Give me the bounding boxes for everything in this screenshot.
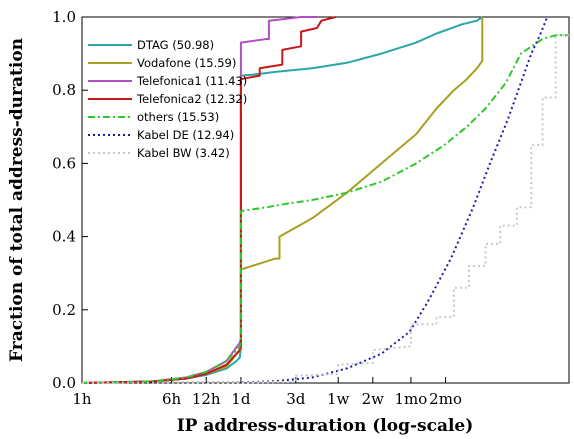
series-line-telefonica2	[81, 16, 336, 384]
y-tick-label: 1.0	[52, 8, 76, 26]
series-line-others	[81, 34, 569, 384]
legend: DTAG (50.98) Vodafone (15.59) Telefonica1 …	[88, 38, 247, 160]
x-tick-label: 1w	[327, 390, 350, 408]
x-tick-label: 1mo	[395, 390, 428, 408]
legend-label: others (15.53)	[137, 110, 219, 124]
x-axis-title: IP address-duration (log-scale)	[177, 416, 474, 436]
legend-label: Kabel BW (3.42)	[137, 146, 230, 160]
x-tick-label: 6h	[162, 390, 182, 408]
x-tick-label: 12h	[192, 390, 221, 408]
y-tick-label: 0.2	[52, 301, 76, 319]
legend-label: Telefonica1 (11.43)	[136, 74, 247, 88]
y-tick-label: 0.0	[52, 374, 76, 392]
y-tick-label: 0.8	[52, 81, 76, 99]
y-axis-title: Fraction of total address-duration	[7, 38, 27, 362]
series-layer	[81, 16, 569, 384]
y-tick-label: 0.4	[52, 228, 76, 246]
legend-label: Kabel DE (12.94)	[137, 128, 234, 142]
plot-frame	[81, 16, 570, 384]
series-line-kabel-de	[81, 16, 549, 384]
x-tick-label: 1h	[72, 390, 92, 408]
legend-label: DTAG (50.98)	[137, 38, 214, 52]
legend-label: Telefonica2 (12.32)	[136, 92, 247, 106]
ticks-layer: 0.0 0.2 0.4 0.6 0.8 1.0 1h 6h 12h 1d 3d 1w 2w 1mo 2mo	[52, 8, 462, 408]
x-tick-label: 2w	[362, 390, 385, 408]
x-tick-label: 1d	[231, 390, 251, 408]
x-tick-label: 3d	[286, 390, 306, 408]
legend-label: Vodafone (15.59)	[137, 56, 236, 70]
x-tick-label: 2mo	[429, 390, 462, 408]
series-line-dtag	[81, 16, 483, 384]
y-tick-label: 0.6	[52, 154, 76, 172]
